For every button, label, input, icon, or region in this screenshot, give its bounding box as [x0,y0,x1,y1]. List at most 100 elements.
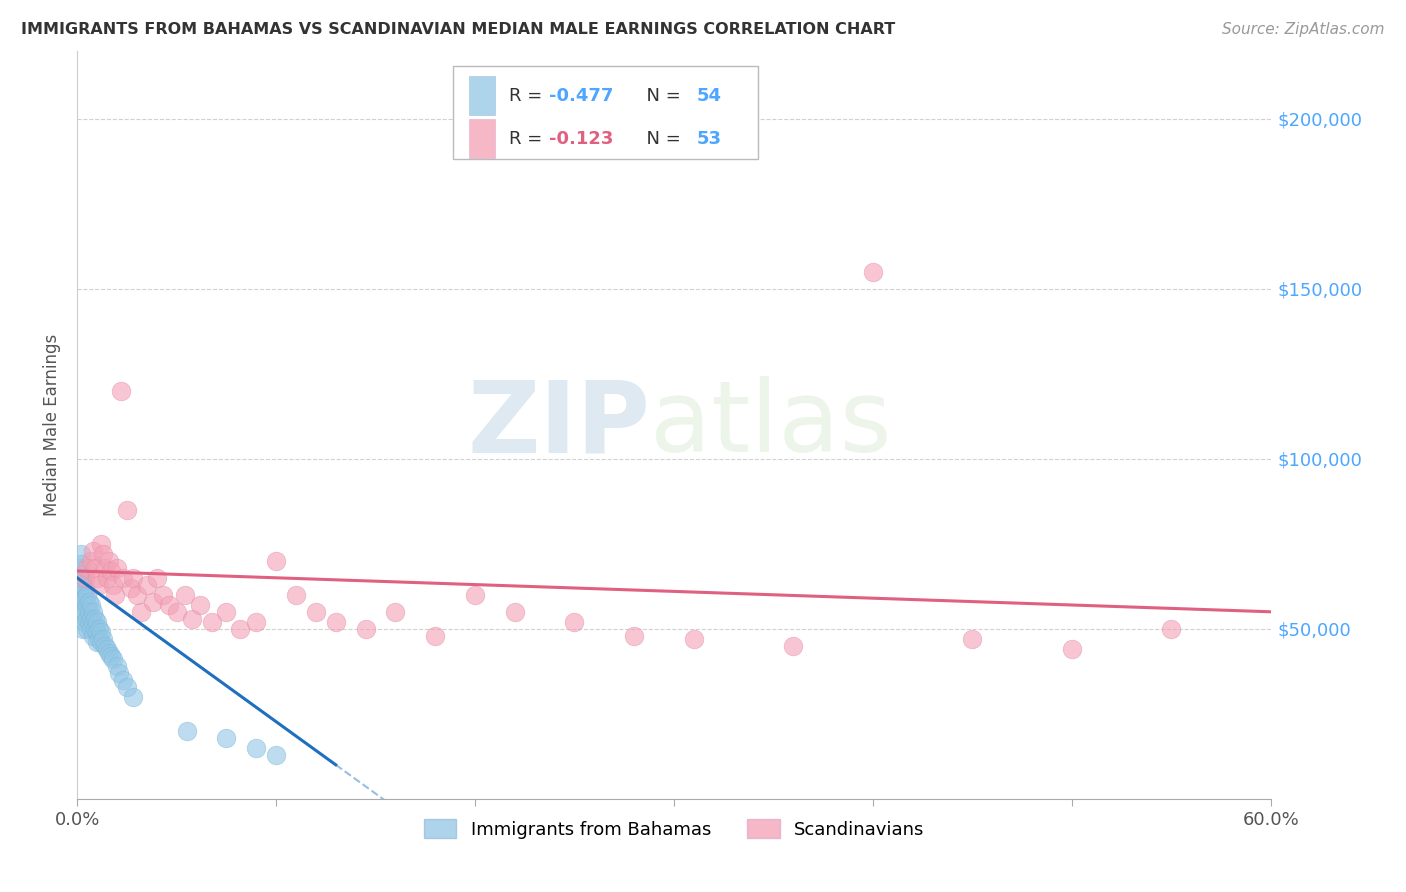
Text: ZIP: ZIP [467,376,650,474]
Point [503,605,526,619]
Point [129,605,152,619]
Point [682,632,704,646]
Point [86,571,108,585]
Point [181,611,204,625]
Point [190,598,212,612]
Point [76,588,98,602]
Point [72,567,94,582]
Point [76,598,98,612]
Point [464,588,486,602]
Point [166,605,188,619]
Point [80,611,103,625]
Point [82,605,104,619]
Point [111,673,134,687]
Point [67,571,90,585]
Point [67,581,90,595]
Text: -0.123: -0.123 [548,129,613,147]
Point [245,740,267,755]
Point [72,622,94,636]
Point [105,659,128,673]
Point [90,625,112,640]
Point [325,615,347,629]
Point [82,543,104,558]
Text: 54: 54 [696,87,721,104]
Point [70,588,93,602]
Text: atlas: atlas [650,376,891,474]
Point [87,632,110,646]
Point [70,571,93,585]
Point [215,605,238,619]
Point [121,571,143,585]
Point [152,588,174,602]
Legend: Immigrants from Bahamas, Scandinavians: Immigrants from Bahamas, Scandinavians [416,812,932,846]
Point [284,588,307,602]
Point [84,622,107,636]
Point [101,652,124,666]
Point [80,598,103,612]
Point [862,265,884,279]
Point [72,605,94,619]
Point [215,731,238,745]
Point [84,560,107,574]
Y-axis label: Median Male Earnings: Median Male Earnings [44,334,60,516]
Point [264,554,287,568]
Point [145,571,167,585]
Text: N =: N = [634,87,686,104]
Point [87,622,110,636]
Point [111,571,134,585]
Point [70,557,93,571]
Point [86,635,108,649]
Bar [468,76,495,115]
Point [384,605,406,619]
Point [77,615,100,629]
Point [100,564,122,578]
Point [110,384,132,398]
FancyBboxPatch shape [453,66,758,159]
Point [121,690,143,704]
Point [72,594,94,608]
Point [77,605,100,619]
Point [67,560,90,574]
Point [120,581,142,595]
Point [354,622,377,636]
Point [115,680,138,694]
Point [962,632,984,646]
Point [82,615,104,629]
Point [73,581,96,595]
Point [96,571,118,585]
Text: 53: 53 [696,129,721,147]
Point [1160,622,1182,636]
Point [87,577,110,591]
Point [70,547,93,561]
Point [70,598,93,612]
Point [115,502,138,516]
Text: IMMIGRANTS FROM BAHAMAS VS SCANDINAVIAN MEDIAN MALE EARNINGS CORRELATION CHART: IMMIGRANTS FROM BAHAMAS VS SCANDINAVIAN … [21,22,896,37]
Text: Source: ZipAtlas.com: Source: ZipAtlas.com [1222,22,1385,37]
Point [80,554,103,568]
Point [142,594,165,608]
Point [77,594,100,608]
Point [86,625,108,640]
Point [782,639,804,653]
Point [100,648,122,663]
Point [105,560,128,574]
Point [305,605,328,619]
Point [84,611,107,625]
Point [264,747,287,762]
Point [80,622,103,636]
Point [135,577,157,591]
Text: R =: R = [509,129,548,147]
Point [73,571,96,585]
Point [82,629,104,643]
Point [173,588,195,602]
Point [245,615,267,629]
Point [97,554,120,568]
Point [76,560,98,574]
Point [96,642,118,657]
Point [108,665,131,680]
Point [125,588,148,602]
Point [90,635,112,649]
Point [73,605,96,619]
Point [97,646,120,660]
Point [425,629,447,643]
